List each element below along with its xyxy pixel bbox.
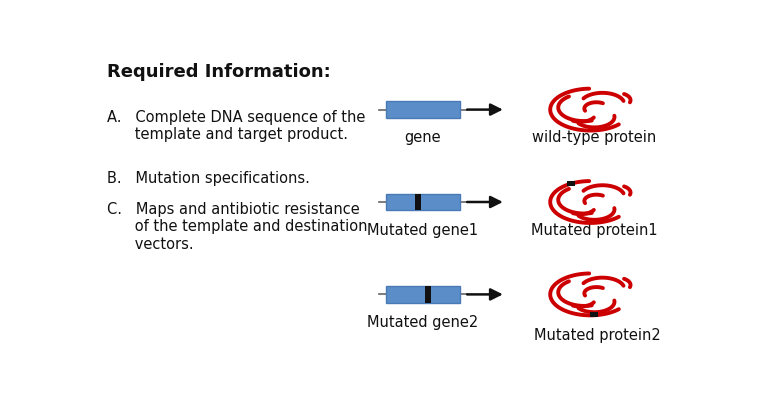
Bar [415, 194, 421, 210]
Bar [566, 181, 575, 186]
Text: Required Information:: Required Information: [107, 64, 331, 82]
Text: A.   Complete DNA sequence of the
      template and target product.: A. Complete DNA sequence of the template… [107, 110, 366, 142]
Text: Mutated gene1: Mutated gene1 [367, 223, 479, 238]
Bar [425, 286, 431, 303]
Text: B.   Mutation specifications.: B. Mutation specifications. [107, 171, 310, 186]
Text: Mutated gene2: Mutated gene2 [367, 315, 479, 330]
Text: wild-type protein: wild-type protein [532, 130, 656, 145]
Bar [386, 194, 460, 210]
Text: Mutated protein2: Mutated protein2 [534, 328, 661, 343]
Bar [590, 312, 598, 316]
Bar [386, 286, 460, 303]
Text: C.   Maps and antibiotic resistance
      of the template and destination
      : C. Maps and antibiotic resistance of the… [107, 202, 367, 252]
Bar [386, 101, 460, 118]
Text: Mutated protein1: Mutated protein1 [531, 223, 658, 238]
Text: gene: gene [405, 130, 441, 145]
